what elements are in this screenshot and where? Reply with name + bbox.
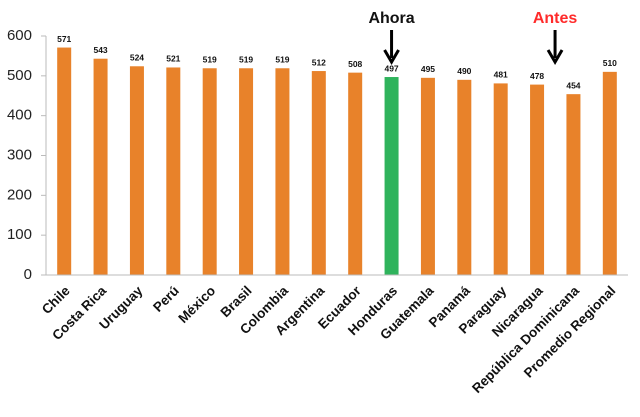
bar bbox=[311, 71, 326, 275]
bar bbox=[457, 79, 472, 275]
y-tick-label: 300 bbox=[7, 146, 32, 163]
value-label: 543 bbox=[93, 45, 107, 55]
value-label: 519 bbox=[239, 55, 253, 65]
value-label: 512 bbox=[312, 57, 326, 67]
y-tick-label: 500 bbox=[7, 67, 32, 84]
value-label: 519 bbox=[275, 55, 289, 65]
value-label: 497 bbox=[384, 63, 398, 73]
bar bbox=[420, 77, 435, 275]
y-tick-label: 600 bbox=[7, 27, 32, 44]
bar bbox=[93, 58, 108, 275]
bar bbox=[602, 71, 617, 275]
value-label: 490 bbox=[457, 66, 471, 76]
y-tick-label: 400 bbox=[7, 107, 32, 124]
value-label: 481 bbox=[494, 70, 508, 80]
annotation-arrowhead bbox=[546, 49, 564, 65]
bar bbox=[239, 68, 254, 275]
y-tick-label: 200 bbox=[7, 186, 32, 203]
annotation: Ahora bbox=[368, 10, 414, 27]
bar bbox=[166, 67, 181, 276]
value-label: 519 bbox=[203, 55, 217, 65]
value-label: 571 bbox=[57, 34, 71, 44]
value-label: 478 bbox=[530, 71, 544, 81]
y-tick-label: 0 bbox=[24, 266, 32, 283]
annotation: Antes bbox=[533, 10, 578, 27]
bar bbox=[202, 68, 217, 275]
bar bbox=[129, 66, 144, 275]
value-label: 508 bbox=[348, 59, 362, 69]
bar bbox=[493, 83, 508, 275]
annotation-arrowhead bbox=[383, 49, 400, 65]
bar bbox=[566, 94, 581, 275]
value-label: 521 bbox=[166, 54, 180, 64]
bar bbox=[530, 84, 545, 275]
y-tick-label: 100 bbox=[7, 226, 32, 243]
value-label: 510 bbox=[603, 58, 617, 68]
bar bbox=[384, 77, 399, 275]
bar bbox=[57, 47, 72, 275]
value-label: 454 bbox=[566, 80, 580, 90]
value-label: 495 bbox=[421, 64, 435, 74]
value-label: 524 bbox=[130, 53, 144, 63]
bar bbox=[348, 72, 363, 275]
bar bbox=[275, 68, 290, 275]
